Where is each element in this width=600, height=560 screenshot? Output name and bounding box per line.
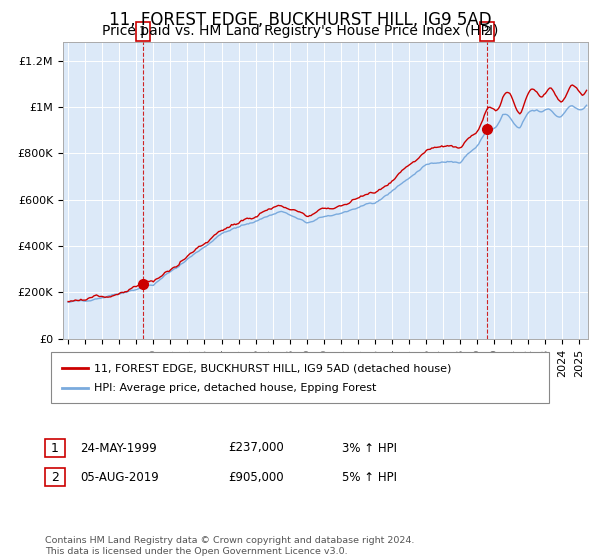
Text: 11, FOREST EDGE, BUCKHURST HILL, IG9 5AD: 11, FOREST EDGE, BUCKHURST HILL, IG9 5AD bbox=[109, 11, 491, 29]
Text: 3% ↑ HPI: 3% ↑ HPI bbox=[342, 441, 397, 455]
Text: 11, FOREST EDGE, BUCKHURST HILL, IG9 5AD (detached house): 11, FOREST EDGE, BUCKHURST HILL, IG9 5AD… bbox=[94, 363, 452, 374]
Text: 5% ↑ HPI: 5% ↑ HPI bbox=[342, 470, 397, 484]
Text: 1: 1 bbox=[139, 25, 147, 38]
Text: 1: 1 bbox=[51, 441, 59, 455]
Text: 05-AUG-2019: 05-AUG-2019 bbox=[80, 470, 158, 484]
Text: 2: 2 bbox=[51, 470, 59, 484]
Text: 2: 2 bbox=[484, 25, 491, 38]
Text: HPI: Average price, detached house, Epping Forest: HPI: Average price, detached house, Eppi… bbox=[94, 383, 377, 393]
Text: 24-MAY-1999: 24-MAY-1999 bbox=[80, 441, 157, 455]
Text: Contains HM Land Registry data © Crown copyright and database right 2024.
This d: Contains HM Land Registry data © Crown c… bbox=[45, 536, 415, 556]
Text: £905,000: £905,000 bbox=[228, 470, 284, 484]
Text: £237,000: £237,000 bbox=[228, 441, 284, 455]
Text: Price paid vs. HM Land Registry's House Price Index (HPI): Price paid vs. HM Land Registry's House … bbox=[102, 24, 498, 38]
